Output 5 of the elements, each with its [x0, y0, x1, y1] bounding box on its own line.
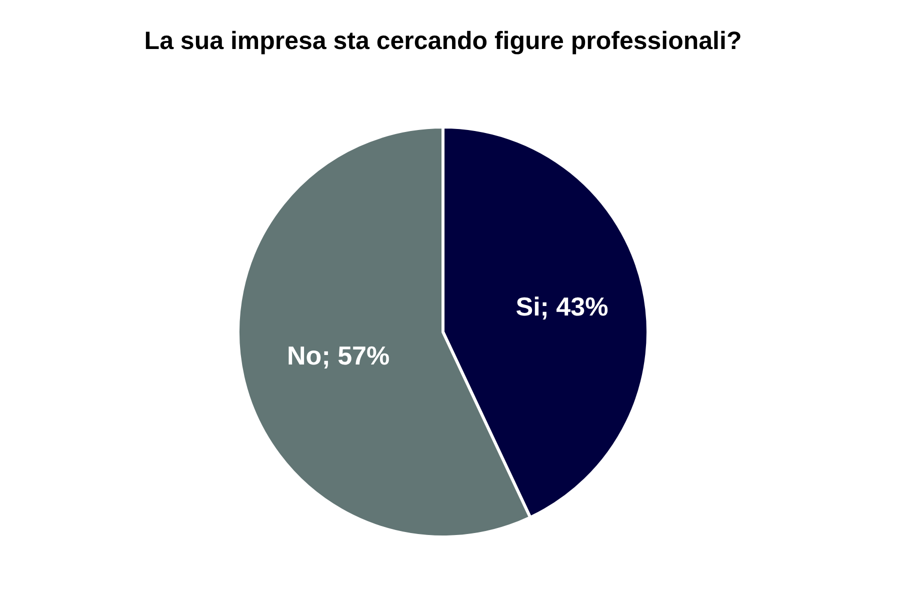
chart-title: La sua impresa sta cercando figure professionali?	[144, 27, 742, 55]
data-label: ; 43%	[540, 292, 608, 322]
data-label: ; 57%	[322, 340, 390, 370]
slice-label: Si	[516, 292, 540, 322]
slice-label: No	[287, 340, 322, 370]
